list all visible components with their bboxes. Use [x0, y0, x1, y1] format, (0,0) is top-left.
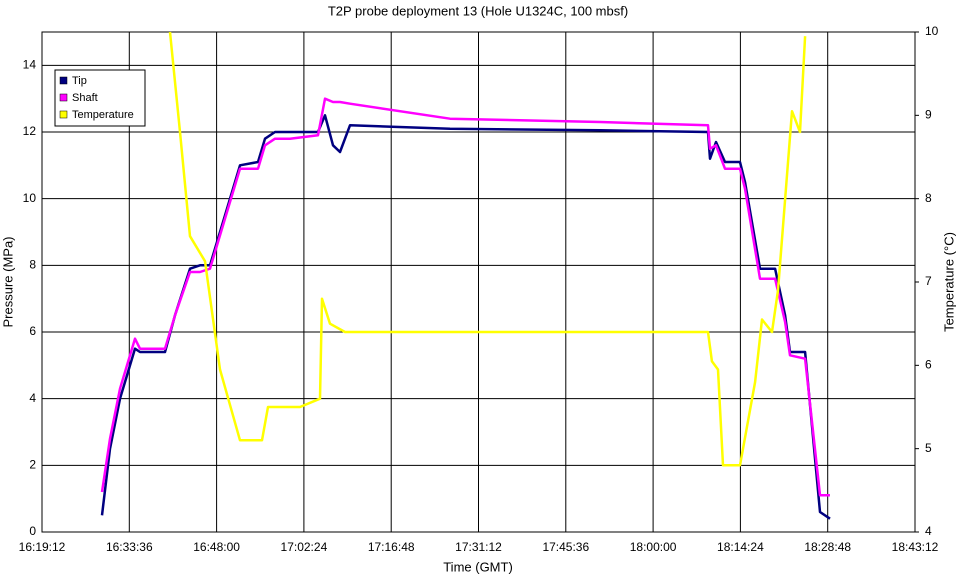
y2-tick-label: 4 — [925, 524, 932, 538]
y2-tick-label: 10 — [925, 24, 939, 38]
y-tick-label: 0 — [29, 524, 36, 538]
legend-swatch — [59, 76, 68, 85]
y-tick-label: 2 — [29, 458, 36, 472]
series-line — [100, 97, 830, 497]
x-tick-label: 18:28:48 — [804, 540, 851, 554]
legend-label: Shaft — [72, 92, 98, 104]
x-tick-label: 18:14:24 — [717, 540, 764, 554]
legend-box — [54, 69, 146, 127]
legend-label: Temperature — [72, 109, 134, 121]
series-line — [168, 31, 807, 467]
x-tick-label: 17:31:12 — [455, 540, 502, 554]
legend-swatch — [59, 110, 68, 119]
legend: Tip Shaft Temperature — [54, 69, 146, 127]
y2-tick-label: 8 — [925, 191, 932, 205]
chart-title: T2P probe deployment 13 (Hole U1324C, 10… — [328, 3, 628, 18]
x-tick-label: 16:19:12 — [19, 540, 66, 554]
y-tick-label: 8 — [29, 258, 36, 272]
y-tick-label: 4 — [29, 391, 36, 405]
y2-tick-label: 9 — [925, 108, 932, 122]
x-tick-label: 18:43:12 — [892, 540, 939, 554]
y2-tick-label: 5 — [925, 441, 932, 455]
y2-axis-label: Temperature (°C) — [941, 232, 956, 332]
x-tick-label: 18:00:00 — [630, 540, 677, 554]
x-tick-label: 17:45:36 — [542, 540, 589, 554]
y2-tick-label: 7 — [925, 274, 932, 288]
y-axis-label: Pressure (MPa) — [0, 236, 15, 327]
legend-label: Tip — [72, 75, 87, 87]
y-tick-label: 12 — [23, 124, 37, 138]
y-tick-label: 6 — [29, 324, 36, 338]
x-tick-label: 17:16:48 — [368, 540, 415, 554]
legend-swatch — [59, 93, 68, 102]
y2-tick-label: 6 — [925, 358, 932, 372]
y-tick-label: 14 — [23, 58, 37, 72]
y-tick-label: 10 — [23, 191, 37, 205]
x-tick-label: 17:02:24 — [281, 540, 328, 554]
x-tick-label: 16:48:00 — [193, 540, 240, 554]
x-tick-label: 16:33:36 — [106, 540, 153, 554]
x-axis-label: Time (GMT) — [443, 559, 513, 574]
